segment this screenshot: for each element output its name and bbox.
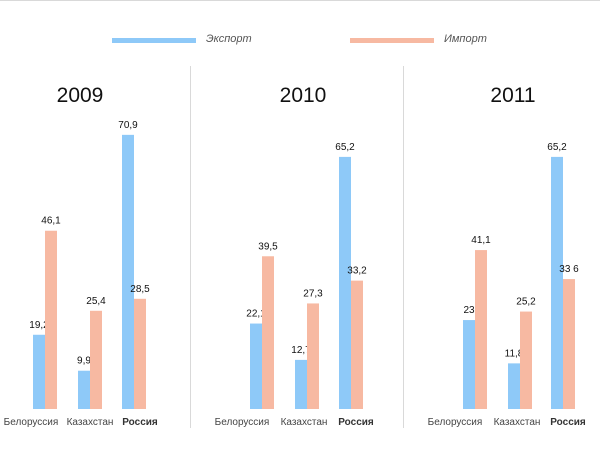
bar-import-2010-2 [351, 280, 363, 409]
panel-title-2009: 2009 [57, 84, 104, 107]
chart-legend: Экспорт Импорт [0, 28, 600, 52]
bar-export-2009-0 [33, 334, 45, 409]
value-label-import-2010-1: 27,3 [303, 288, 323, 299]
value-label-import-2009-0: 46,1 [41, 216, 61, 227]
value-label-export-2010-2: 65,2 [335, 142, 355, 153]
legend-label-export: Экспорт [206, 33, 252, 45]
value-label-export-2009-1: 9,9 [77, 356, 91, 367]
value-label-import-2011-1: 25,2 [516, 297, 536, 308]
bar-import-2011-2 [563, 279, 575, 409]
value-label-export-2010-1: 12,7 [291, 345, 311, 356]
bar-export-2009-2 [122, 134, 134, 409]
value-label-export-2009-2: 70,9 [118, 120, 138, 131]
bar-import-2009-0 [45, 230, 57, 409]
bar-export-2009-1 [78, 370, 90, 409]
bar-import-2009-2 [134, 298, 146, 409]
value-label-export-2011-2: 65,2 [547, 142, 567, 153]
bar-export-2010-2 [339, 156, 351, 409]
value-label-import-2009-1: 25,4 [86, 296, 106, 307]
category-label-2011-0: Белоруссия [428, 417, 483, 428]
category-label-2010-1: Казахстан [281, 417, 328, 428]
category-label-2009-1: Казахстан [67, 417, 114, 428]
legend-swatch-import [350, 38, 434, 43]
value-label-import-2011-2: 33 6 [559, 264, 579, 275]
top-rule [0, 0, 600, 1]
category-label-2010-2: Россия [338, 417, 374, 428]
panel-divider-2 [403, 66, 404, 428]
bar-import-2009-1 [90, 310, 102, 409]
bar-export-2011-1 [508, 363, 520, 409]
bar-export-2011-0 [463, 320, 475, 409]
panel-title-2011: 2011 [490, 84, 535, 107]
bar-export-2010-0 [250, 323, 262, 409]
category-label-2011-2: Россия [550, 417, 586, 428]
bar-export-2010-1 [295, 359, 307, 409]
category-label-2009-0: Белоруссия [4, 417, 59, 428]
value-label-import-2010-2: 33,2 [347, 266, 367, 277]
bar-import-2011-1 [520, 311, 532, 409]
value-label-export-2011-1: 11,8 [505, 348, 524, 359]
legend-label-import: Импорт [444, 33, 487, 45]
panel-title-2010: 2010 [280, 84, 327, 107]
bar-import-2010-1 [307, 303, 319, 409]
category-label-2009-2: Россия [122, 417, 158, 428]
value-label-export-2009-0: 19,2 [29, 320, 49, 331]
value-label-import-2009-2: 28,5 [130, 284, 150, 295]
bar-import-2011-0 [475, 250, 487, 409]
value-label-import-2011-0: 41,1 [471, 235, 491, 246]
panel-divider-1 [190, 66, 191, 428]
legend-swatch-export [112, 38, 196, 43]
category-label-2011-1: Казахстан [494, 417, 541, 428]
value-label-import-2010-0: 39,5 [258, 241, 278, 252]
value-label-export-2010-0: 22,1 [246, 309, 266, 320]
bar-export-2011-2 [551, 156, 563, 409]
bar-import-2010-0 [262, 256, 274, 409]
value-label-export-2011-0: 23 [463, 305, 475, 316]
category-label-2010-0: Белоруссия [215, 417, 270, 428]
